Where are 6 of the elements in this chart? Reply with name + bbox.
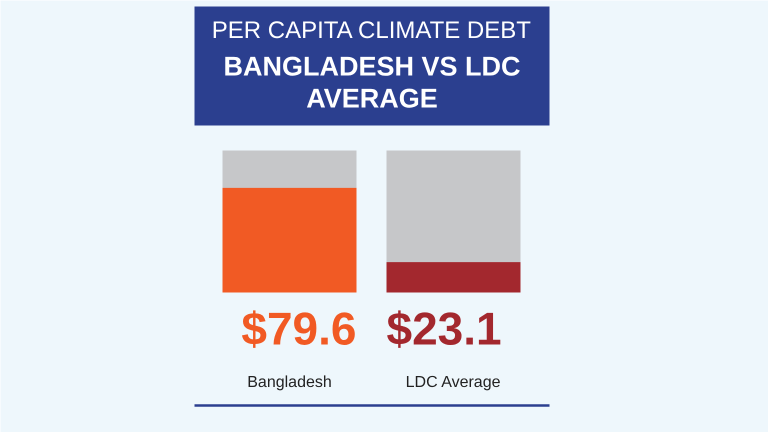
data-label: $23.1 <box>386 302 502 354</box>
chart-subtitle: BANGLADESH VS LDC AVERAGE <box>223 52 521 114</box>
data-label: $79.6 <box>241 302 357 354</box>
chart-title: PER CAPITA CLIMATE DEBT <box>212 17 532 44</box>
x-tick-label: Bangladesh <box>247 374 332 391</box>
x-tick-label: LDC Average <box>406 374 501 391</box>
